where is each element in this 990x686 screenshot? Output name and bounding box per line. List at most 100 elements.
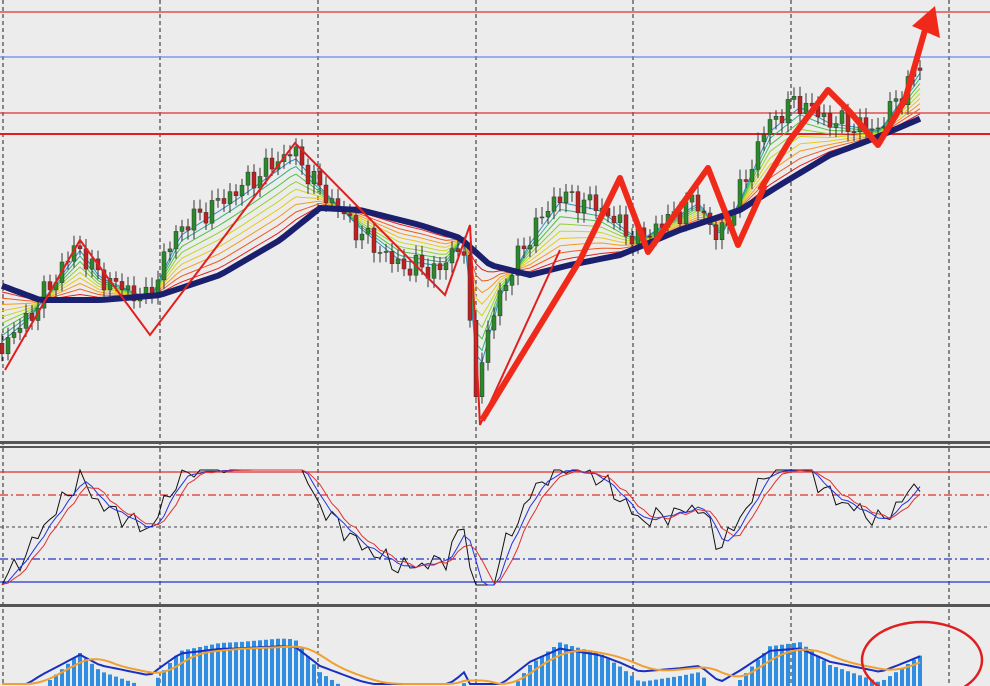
candle-body (47, 281, 53, 291)
macd-bar (516, 681, 520, 686)
macd-bar (96, 669, 100, 686)
macd-bar (558, 642, 562, 686)
macd-bar (774, 645, 778, 686)
macd-bar (288, 638, 292, 686)
zigzag (4, 141, 561, 426)
macd-bar (174, 655, 178, 686)
macd-bar (828, 665, 832, 686)
candle-body (875, 127, 881, 130)
macd-bar (300, 648, 304, 686)
candle-body (533, 217, 539, 246)
candle-body (851, 131, 857, 133)
macd-bar (162, 670, 166, 686)
candle-body (803, 102, 809, 114)
macd-bar (648, 680, 652, 686)
macd-bar (894, 672, 898, 686)
candle-body (917, 67, 923, 71)
candle-body (593, 194, 599, 211)
candle-body (89, 258, 95, 270)
macd-bar (246, 641, 250, 686)
candle-body (101, 269, 107, 291)
candle-body (521, 245, 527, 250)
macd-bar (240, 641, 244, 686)
macd-bar (768, 646, 772, 686)
macd-bar (594, 652, 598, 686)
candle-body (209, 200, 215, 224)
candle-body (755, 141, 761, 170)
macd-bar (804, 646, 808, 686)
candle-body (365, 227, 371, 235)
candle-body (527, 245, 533, 250)
macd-bar (294, 640, 298, 686)
macd-bar (588, 650, 592, 686)
candle-body (695, 194, 701, 212)
candle-body (761, 134, 767, 142)
macd-bar (306, 656, 310, 686)
macd-bar (234, 642, 238, 686)
candle-body (611, 215, 617, 223)
candle-body (0, 343, 5, 355)
candle-body (311, 170, 317, 185)
arrow-head (912, 6, 940, 38)
candle-body (119, 281, 125, 291)
macd-bar (756, 659, 760, 686)
macd-bar (750, 666, 754, 686)
candle-body (185, 226, 191, 231)
candle-body (329, 198, 335, 204)
macd-bar (60, 669, 64, 686)
candle-body (179, 226, 185, 232)
candle-body (893, 98, 899, 102)
macd-bar (570, 646, 574, 686)
candle-body (23, 313, 29, 329)
candle-body (515, 245, 521, 276)
candle-body (407, 268, 413, 276)
macd-line (2, 645, 921, 685)
macd-bar (702, 677, 706, 686)
macd-bar (528, 665, 532, 686)
macd-bar (582, 649, 586, 686)
macd-bar (606, 658, 610, 686)
macd-bar (822, 660, 826, 686)
candle-body (131, 285, 137, 302)
macd-bar (336, 683, 340, 686)
candle-body (191, 208, 197, 231)
macd-bar (312, 664, 316, 686)
candle-body (797, 96, 803, 114)
macd-bar (642, 681, 646, 686)
macd-bar (324, 676, 328, 686)
candle-body (587, 194, 593, 201)
macd-bar (180, 650, 184, 686)
macd-bar (156, 677, 160, 686)
candle-body (251, 171, 257, 189)
macd (2, 638, 922, 686)
candle-body (419, 255, 425, 268)
candle-body (575, 191, 581, 214)
candle-body (545, 210, 551, 218)
macd-bar (780, 644, 784, 686)
macd-bar (210, 644, 214, 686)
candle-body (719, 222, 725, 241)
candle-body (287, 154, 293, 157)
macd-bar (90, 663, 94, 686)
candle-body (821, 113, 827, 118)
macd-bar (132, 682, 136, 686)
candle-body (623, 214, 629, 237)
macd-bar (318, 672, 322, 686)
macd-bar (330, 679, 334, 686)
candle-body (83, 248, 89, 270)
candle-body (647, 236, 653, 238)
candle-body (305, 164, 311, 185)
candle-body (389, 251, 395, 264)
candle-body (323, 184, 329, 204)
macd-bar (684, 674, 688, 686)
macd-bar (630, 675, 634, 686)
candle-body (467, 255, 473, 321)
candle-body (581, 199, 587, 214)
candle-body (767, 119, 773, 135)
candle-body (5, 337, 11, 355)
macd-bar (78, 653, 82, 686)
trend-arrow (479, 165, 768, 422)
macd-bar (672, 676, 676, 686)
